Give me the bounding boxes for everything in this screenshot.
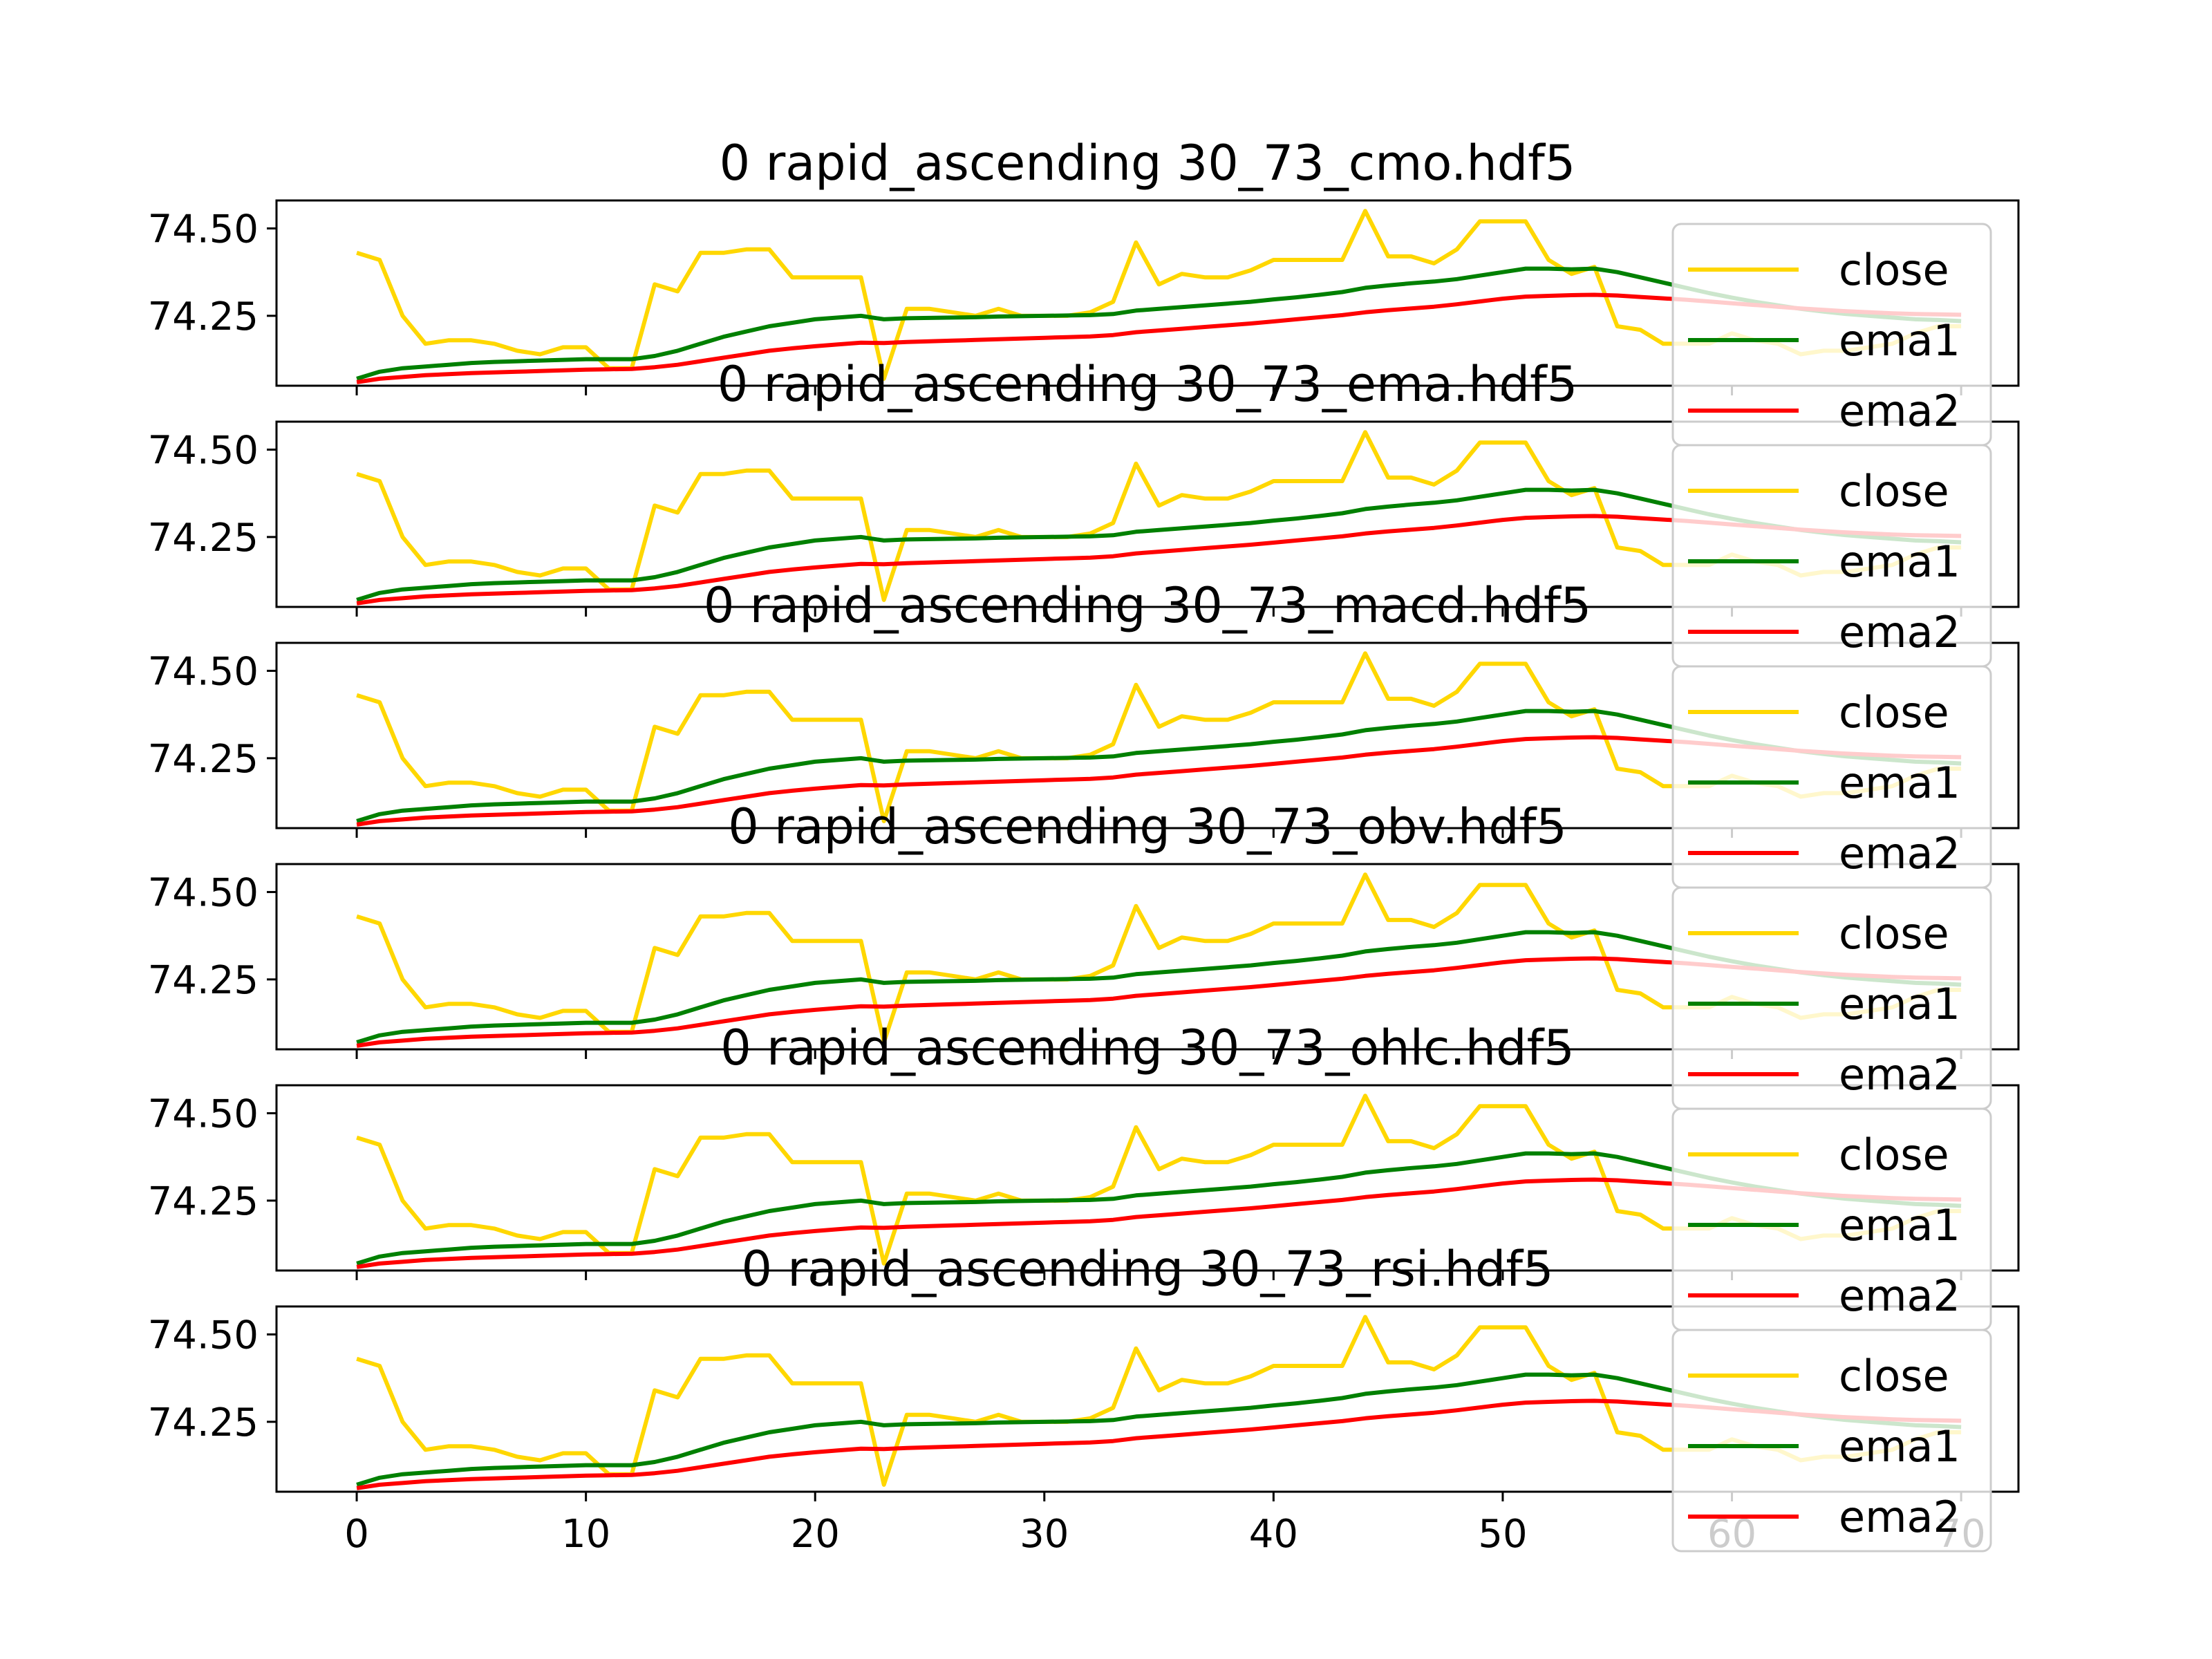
legend-label-ema2: ema2 — [1839, 1049, 1960, 1100]
legend: close ema1 ema2 — [1671, 444, 1992, 668]
y-tick-label: 74.50 — [148, 870, 259, 915]
legend-label-ema2: ema2 — [1839, 1492, 1960, 1542]
legend-label-close: close — [1839, 245, 1949, 295]
legend-label-ema1: ema1 — [1839, 315, 1960, 366]
y-tick-label: 74.50 — [148, 428, 259, 473]
subplot-title: 0 rapid_ascending 30_73_obv.hdf5 — [728, 798, 1567, 855]
legend-label-ema2: ema2 — [1839, 1271, 1960, 1321]
axes-frame — [275, 863, 2020, 1051]
legend-label-close: close — [1839, 1351, 1949, 1401]
legend: close ema1 ema2 — [1671, 886, 1992, 1110]
y-tick-label: 74.25 — [148, 294, 259, 339]
y-tick-label: 74.50 — [148, 649, 259, 694]
legend-label-close: close — [1839, 1130, 1949, 1180]
subplot-1: 74.25 74.50 0 rapid_ascending 30_73_cmo.hd… — [148, 135, 2020, 395]
legend-label-close: close — [1839, 908, 1949, 959]
x-tick-label: 40 — [1249, 1512, 1298, 1557]
subplot-panels: 74.25 74.50 0 rapid_ascending 30_73_cmo.hd… — [148, 135, 2020, 1557]
legend: close ema1 ema2 — [1671, 1329, 1992, 1553]
legend-label-ema1: ema1 — [1839, 536, 1960, 587]
subplot-4: 74.25 74.50 0 rapid_ascending 30_73_obv.hd… — [148, 798, 2020, 1059]
legend-label-ema1: ema1 — [1839, 1200, 1960, 1250]
legend-label-ema1: ema1 — [1839, 758, 1960, 808]
legend: close ema1 ema2 — [1671, 665, 1992, 889]
x-tick-label: 50 — [1478, 1512, 1527, 1557]
x-tick-label: 10 — [561, 1512, 610, 1557]
legend-label-close: close — [1839, 687, 1949, 738]
subplot-title: 0 rapid_ascending 30_73_ema.hdf5 — [718, 356, 1578, 413]
axes-frame — [275, 199, 2020, 387]
axes-frame — [275, 1305, 2020, 1493]
y-tick-label: 74.25 — [148, 1400, 259, 1445]
legend-box — [1671, 1329, 1992, 1553]
y-tick-label: 74.25 — [148, 958, 259, 1003]
legend-label-close: close — [1839, 466, 1949, 516]
subplot-2: 74.25 74.50 0 rapid_ascending 30_73_ema.hd… — [148, 356, 2020, 617]
legend-label-ema2: ema2 — [1839, 386, 1960, 436]
legend-label-ema1: ema1 — [1839, 979, 1960, 1029]
legend: close ema1 ema2 — [1671, 223, 1992, 447]
y-tick-label: 74.50 — [148, 1313, 259, 1358]
y-tick-label: 74.25 — [148, 1179, 259, 1224]
subplot-title: 0 rapid_ascending 30_73_ohlc.hdf5 — [720, 1020, 1575, 1076]
y-tick-label: 74.25 — [148, 516, 259, 561]
subplot-title: 0 rapid_ascending 30_73_rsi.hdf5 — [741, 1241, 1553, 1297]
axes-frame — [275, 420, 2020, 608]
y-tick-label: 74.25 — [148, 737, 259, 782]
axes-frame — [275, 641, 2020, 830]
x-tick-label: 30 — [1020, 1512, 1069, 1557]
x-tick-label: 0 — [344, 1512, 369, 1557]
y-tick-label: 74.50 — [148, 1091, 259, 1136]
legend-label-ema2: ema2 — [1839, 828, 1960, 879]
x-tick-label: 20 — [791, 1512, 840, 1557]
subplot-title: 0 rapid_ascending 30_73_macd.hdf5 — [704, 577, 1591, 634]
y-tick-label: 74.50 — [148, 207, 259, 252]
axes-frame — [275, 1084, 2020, 1272]
legend-label-ema1: ema1 — [1839, 1421, 1960, 1472]
legend: close ema1 ema2 — [1671, 1107, 1992, 1331]
subplot-title: 0 rapid_ascending 30_73_cmo.hdf5 — [720, 135, 1576, 191]
legend-label-ema2: ema2 — [1839, 607, 1960, 657]
